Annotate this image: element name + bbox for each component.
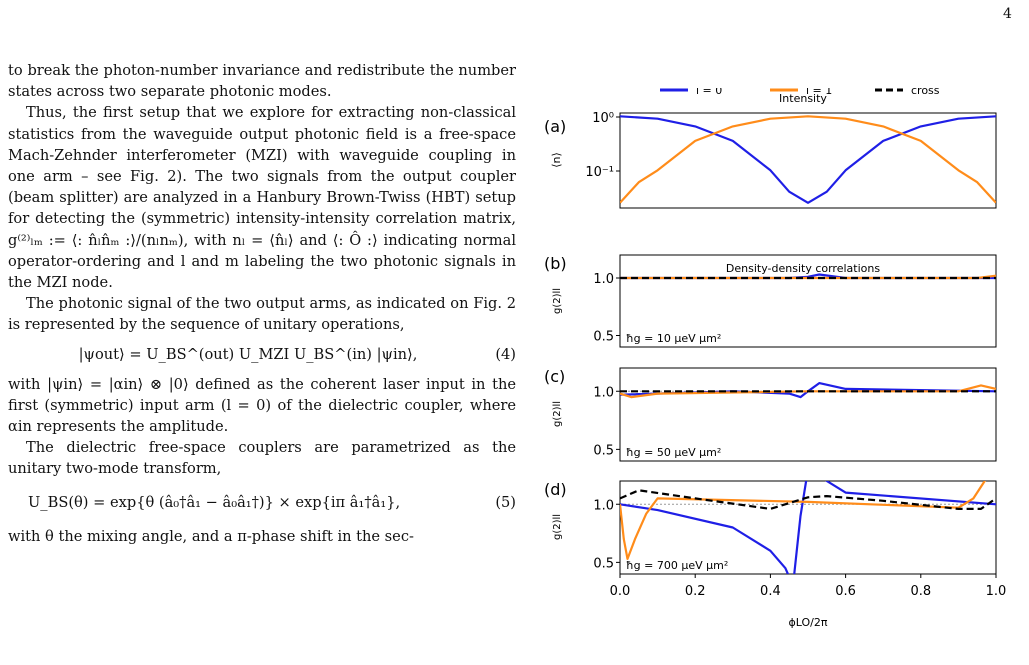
series-line-l0-panel-2 xyxy=(620,382,996,399)
equation-5: U_BS(θ) = exp{θ (â₀†â₁ − â₀â₁†)} × exp{i… xyxy=(8,480,516,526)
panel-label-c: (c) xyxy=(544,367,565,386)
panel-label-a: (a) xyxy=(544,117,566,136)
panel-label-d: (d) xyxy=(544,480,567,499)
annotation-c: ħg = 50 μeV μm² xyxy=(626,446,721,459)
ytick-a-0: 10⁰ xyxy=(592,111,614,126)
ytick-label: 0.5 xyxy=(593,443,614,458)
equation-4-body: |ψout⟩ = U_BS^(out) U_MZI U_BS^(in) |ψin… xyxy=(78,345,418,363)
annotation-d: ħg = 700 μeV μm² xyxy=(626,559,728,572)
ytick-a-1: 10⁻¹ xyxy=(585,165,614,180)
x-ticks: 0.0 0.2 0.4 0.6 0.8 1.0 xyxy=(610,574,1007,599)
series-line-l0-panel-0 xyxy=(620,115,996,204)
page-number: 4 xyxy=(1003,6,1012,22)
equation-5-number: (5) xyxy=(495,493,516,511)
ylabel-b: g(2)ll xyxy=(552,288,563,314)
axes-d xyxy=(619,480,997,575)
xtick-label: 0.0 xyxy=(610,584,631,599)
figure: l = 0 l = 1 cross Intensity Density-dens… xyxy=(530,88,1020,633)
paragraph-4: The dielectric free-space couplers are p… xyxy=(8,439,516,478)
figure-svg: l = 0 l = 1 cross Intensity Density-dens… xyxy=(544,88,1007,629)
legend: l = 0 l = 1 cross xyxy=(660,88,940,97)
ytick-label: 1.0 xyxy=(593,385,614,400)
ytick-label: 0.5 xyxy=(593,330,614,345)
series-line-l1-panel-0 xyxy=(620,115,996,204)
paragraph-5: with θ the mixing angle, and a π-phase s… xyxy=(8,527,414,545)
ylabel-d: g(2)ll xyxy=(552,514,563,540)
equation-4-number: (4) xyxy=(495,345,516,363)
axes-a xyxy=(619,112,997,209)
equation-4: |ψout⟩ = U_BS^(out) U_MZI U_BS^(in) |ψin… xyxy=(8,336,516,374)
series-line-l1-panel-3 xyxy=(620,481,987,560)
panel-title-intensity: Intensity xyxy=(779,92,827,105)
series-line-l0-panel-3 xyxy=(620,481,996,574)
xtick-label: 0.2 xyxy=(685,584,706,599)
axes-b xyxy=(619,254,997,348)
series-line-cross-panel-3 xyxy=(620,489,996,510)
paragraph-1: Thus, the first setup that we explore fo… xyxy=(8,104,516,292)
xtick-label: 0.6 xyxy=(835,584,856,599)
ytick-label: 1.0 xyxy=(593,498,614,513)
panel-title-correlations: Density-density correlations xyxy=(726,262,880,275)
series-layer xyxy=(620,115,996,574)
paragraph-0: to break the photon-number invariance an… xyxy=(8,62,516,101)
axes-c xyxy=(619,367,997,462)
g-panel-yticks: 1.0 0.5 1.0 0.5 1.0 0.5 xyxy=(593,272,620,571)
text-column: to break the photon-number invariance an… xyxy=(8,60,516,547)
xtick-label: 0.8 xyxy=(910,584,931,599)
legend-label-l0: l = 0 xyxy=(696,88,722,97)
paragraph-2: The photonic signal of the two output ar… xyxy=(8,295,516,334)
xtick-label: 1.0 xyxy=(986,584,1007,599)
ytick-label: 1.0 xyxy=(593,272,614,287)
paragraph-3: with |ψin⟩ = |αin⟩ ⊗ |0⟩ defined as the … xyxy=(8,375,516,436)
annotation-b: ħg = 10 μeV μm² xyxy=(626,332,721,345)
xlabel: ϕLO/2π xyxy=(789,616,828,629)
equation-5-body: U_BS(θ) = exp{θ (â₀†â₁ − â₀â₁†)} × exp{i… xyxy=(28,493,401,511)
panel-label-b: (b) xyxy=(544,254,567,273)
ytick-label: 0.5 xyxy=(593,556,614,571)
xtick-label: 0.4 xyxy=(760,584,781,599)
ylabel-c: g(2)ll xyxy=(552,401,563,427)
legend-label-cross: cross xyxy=(911,88,940,97)
ylabel-a: ⟨n⟩ xyxy=(550,152,563,168)
legend-label-l1: l = 1 xyxy=(806,88,832,97)
